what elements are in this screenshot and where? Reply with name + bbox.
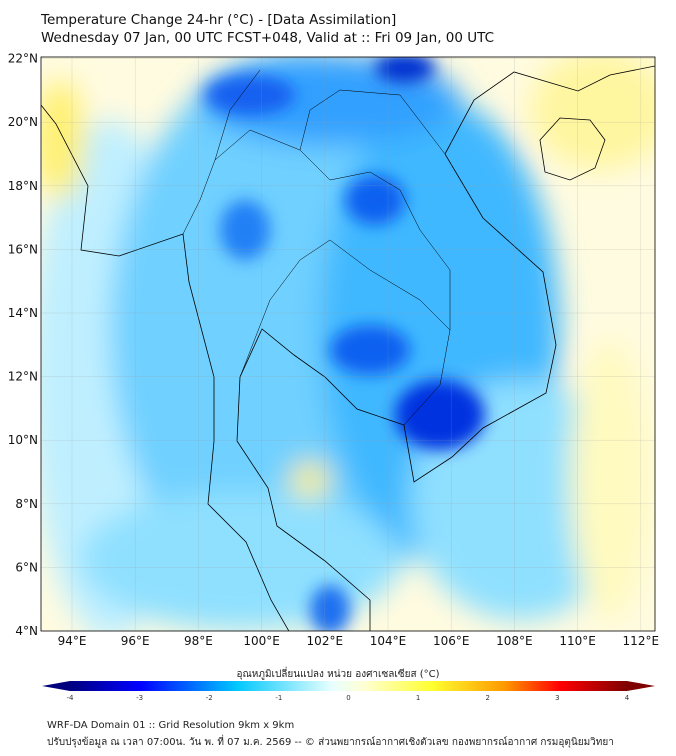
lon-tick-label: 102°E bbox=[307, 634, 344, 648]
lat-tick-label: 18°N bbox=[8, 179, 38, 193]
lat-tick-label: 6°N bbox=[15, 560, 38, 574]
lon-tick-label: 104°E bbox=[370, 634, 407, 648]
country-borders bbox=[182, 69, 451, 426]
colorbar-tick: 3 bbox=[555, 694, 560, 702]
colorbar-tick: -1 bbox=[275, 694, 283, 702]
graticule bbox=[41, 57, 655, 631]
footer-model-info: WRF-DA Domain 01 :: Grid Resolution 9km … bbox=[47, 720, 295, 731]
colorbar-tick: -3 bbox=[136, 694, 144, 702]
colorbar bbox=[42, 681, 655, 691]
map-title: Temperature Change 24-hr (°C) - [Data As… bbox=[41, 12, 397, 28]
lon-tick-label: 110°E bbox=[559, 634, 596, 648]
lon-tick-label: 100°E bbox=[243, 634, 280, 648]
coastline bbox=[41, 65, 655, 631]
lat-tick-label: 16°N bbox=[8, 242, 38, 256]
colorbar-tick: 4 bbox=[624, 694, 630, 702]
lon-tick-label: 98°E bbox=[184, 634, 213, 648]
lat-tick-label: 22°N bbox=[8, 52, 38, 66]
lat-tick-label: 20°N bbox=[8, 115, 38, 129]
lat-tick-label: 10°N bbox=[8, 433, 38, 447]
plot-frame bbox=[40, 56, 656, 632]
colorbar-label: อุณหภูมิเปลี่ยนแปลง หน่วย องศาเซลเซียส (… bbox=[236, 669, 440, 680]
axis-ticks: 94°E 96°E 98°E 100°E 102°E 104°E 106°E 108°E 110… bbox=[8, 52, 659, 648]
lon-tick-label: 94°E bbox=[58, 634, 87, 648]
colorbar-tick: -2 bbox=[205, 694, 213, 702]
lon-tick-label: 108°E bbox=[496, 634, 533, 648]
lat-tick-label: 8°N bbox=[15, 497, 38, 511]
lon-tick-label: 106°E bbox=[433, 634, 470, 648]
lat-tick-label: 4°N bbox=[15, 624, 38, 638]
footer-credit: ปรับปรุงข้อมูล ณ เวลา 07:00น. วัน พ. ที่… bbox=[47, 737, 614, 748]
colorbar-tick: 1 bbox=[415, 694, 421, 702]
lon-tick-label: 112°E bbox=[623, 634, 660, 648]
temperature-field bbox=[41, 57, 655, 631]
colorbar-tick: 0 bbox=[346, 694, 351, 702]
map-subtitle: Wednesday 07 Jan, 00 UTC FCST+048, Valid… bbox=[41, 30, 495, 46]
colorbar-tick: -4 bbox=[66, 694, 74, 702]
colorbar-tick: 2 bbox=[485, 694, 490, 702]
lat-tick-label: 12°N bbox=[8, 370, 38, 384]
hainan-island bbox=[539, 117, 606, 181]
lat-tick-label: 14°N bbox=[8, 306, 38, 320]
lon-tick-label: 96°E bbox=[121, 634, 150, 648]
